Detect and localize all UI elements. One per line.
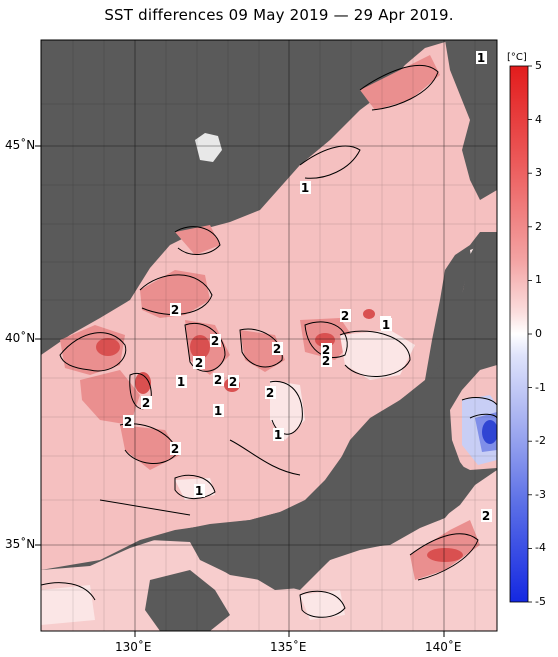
contour-label-bg bbox=[213, 404, 224, 417]
colorbar-unit: [°C] bbox=[507, 52, 527, 63]
contour-label: 1 bbox=[301, 181, 309, 195]
colorbar-tick-label: -3 bbox=[535, 487, 546, 501]
contour-label: 2 bbox=[195, 356, 203, 370]
lon-label-140e: 140˚E bbox=[425, 640, 462, 654]
contour-label-bg bbox=[300, 181, 311, 194]
contour-label: 2 bbox=[214, 373, 222, 387]
contour-label: 1 bbox=[274, 428, 282, 442]
contour-label: 2 bbox=[124, 415, 132, 429]
contour-label-bg bbox=[170, 303, 181, 316]
colorbar bbox=[509, 65, 529, 603]
contour-label-bg bbox=[321, 354, 332, 367]
contour-label-bg bbox=[194, 484, 205, 497]
colorbar-tick-label: 1 bbox=[535, 273, 542, 287]
contour-label-bg bbox=[210, 334, 221, 347]
axis-ticks bbox=[35, 145, 445, 637]
contour-label: 2 bbox=[266, 386, 274, 400]
contour-label-bg bbox=[340, 309, 351, 322]
contour-label: 1 bbox=[214, 404, 222, 418]
contour-label: 2 bbox=[322, 343, 330, 357]
contour-label: 1 bbox=[382, 318, 390, 332]
hokkaido-land bbox=[445, 40, 497, 200]
lake-khanka bbox=[195, 133, 222, 162]
contour-label-bg bbox=[476, 51, 487, 64]
cold-anomaly bbox=[462, 395, 497, 465]
contour-label: 1 bbox=[477, 51, 485, 65]
colorbar-tick-label: 4 bbox=[535, 112, 542, 126]
colorbar-tick-label: 5 bbox=[535, 59, 542, 72]
colorbar-tick-label: -4 bbox=[535, 541, 546, 555]
contour-label-bg bbox=[176, 375, 187, 388]
colorbar-tick-label: -5 bbox=[535, 595, 546, 608]
colorbar-tick-label: 3 bbox=[535, 166, 542, 180]
contour-label-bg bbox=[141, 396, 152, 409]
honshu-land bbox=[150, 232, 497, 590]
contour-label: 2 bbox=[322, 354, 330, 368]
lon-label-135e: 135˚E bbox=[270, 640, 307, 654]
contour-label-bg bbox=[194, 356, 205, 369]
contour-label-bg bbox=[213, 373, 224, 386]
lon-label-130e: 130˚E bbox=[115, 640, 152, 654]
contour-label: 2 bbox=[211, 334, 219, 348]
colorbar-tick-marks bbox=[528, 65, 532, 603]
colorbar-tick-label: -2 bbox=[535, 434, 546, 448]
contour-label-bg bbox=[273, 428, 284, 441]
colorbar-tick-label: 2 bbox=[535, 219, 542, 233]
lat-label-40n: 40˚N bbox=[5, 331, 36, 345]
lat-label-45n: 45˚N bbox=[5, 138, 36, 152]
contour-label-bg bbox=[170, 442, 181, 455]
contour-label: 1 bbox=[195, 484, 203, 498]
contour-label: 2 bbox=[142, 396, 150, 410]
contour-label: 1 bbox=[177, 375, 185, 389]
contour-label: 2 bbox=[229, 375, 237, 389]
lat-label-35n: 35˚N bbox=[5, 537, 36, 551]
contour-label-bg bbox=[381, 318, 392, 331]
kyushu-land bbox=[145, 570, 230, 631]
graticule-minor bbox=[41, 40, 497, 631]
colorbar-tick-label: 0 bbox=[535, 327, 542, 340]
colorbar-tick-label: -1 bbox=[535, 380, 546, 394]
contour-label: 2 bbox=[171, 442, 179, 456]
contour-label: 2 bbox=[273, 342, 281, 356]
graticule bbox=[41, 40, 497, 631]
map-title: SST differences 09 May 2019 — 29 Apr 201… bbox=[104, 6, 454, 24]
contour-label: 2 bbox=[482, 509, 490, 523]
map-frame bbox=[40, 39, 498, 632]
contour-label: 2 bbox=[171, 303, 179, 317]
contour-label-bg bbox=[321, 343, 332, 356]
contour-label-bg bbox=[272, 342, 283, 355]
contour-label-bg bbox=[481, 509, 492, 522]
contour-label-bg bbox=[123, 415, 134, 428]
contour-label: 2 bbox=[341, 309, 349, 323]
contour-label-bg bbox=[228, 375, 239, 388]
contour-labels: 112221122212221212212212 bbox=[123, 51, 492, 523]
contour-label-bg bbox=[265, 386, 276, 399]
